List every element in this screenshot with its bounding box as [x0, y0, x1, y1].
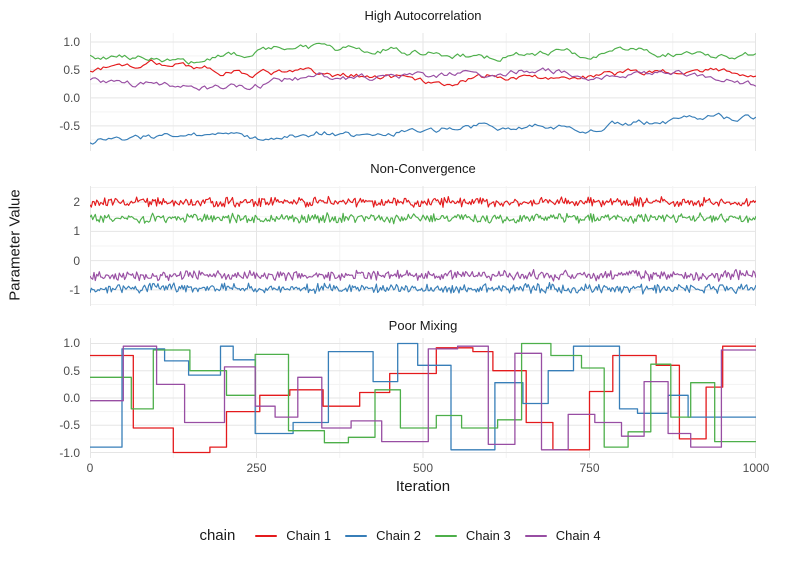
y-tick-label: 0.0	[63, 391, 80, 405]
legend-item-chain-1: Chain 1	[255, 528, 331, 543]
panel-non-convergence	[90, 186, 756, 306]
x-tick-label: 500	[412, 461, 434, 475]
legend: chain Chain 1 Chain 2 Chain 3 Chain 4	[0, 527, 800, 544]
trace-chain-2	[90, 282, 756, 295]
x-tick-label: 750	[579, 461, 600, 475]
y-tick-label: 0.5	[63, 363, 80, 378]
y-tick-label: 1	[73, 224, 80, 239]
legend-item-chain-2: Chain 2	[345, 528, 421, 543]
y-tick-label: -1	[69, 282, 80, 297]
legend-items: Chain 1 Chain 2 Chain 3 Chain 4	[255, 528, 601, 543]
x-tick-label: 1000	[742, 461, 770, 475]
x-tick-label: 250	[246, 461, 267, 475]
y-tick-label: -0.5	[59, 418, 80, 433]
legend-item-label: Chain 3	[465, 528, 511, 543]
legend-key-line-icon	[255, 534, 278, 537]
legend-item-chain-4: Chain 4	[524, 528, 601, 543]
trace-chain-4	[90, 268, 756, 282]
facet-title-high-autocorrelation: High Autocorrelation	[364, 8, 482, 23]
y-tick-label: 0.0	[63, 90, 80, 105]
y-tick-label: 0	[73, 253, 80, 268]
trace-chain-2	[90, 342, 756, 451]
facet-title-poor-mixing: Poor Mixing	[388, 318, 458, 333]
y-tick-label: 2	[73, 195, 80, 210]
legend-item-label: Chain 1	[286, 528, 332, 543]
y-tick-label: -1.0	[59, 445, 80, 460]
facet-title-non-convergence: Non-Convergence	[370, 161, 476, 176]
panel-poor-mixing	[90, 338, 756, 458]
trace-chain-4	[90, 67, 756, 91]
y-tick-label: 1.0	[63, 34, 80, 49]
y-tick-label: -0.5	[59, 118, 80, 133]
trace-chain-2	[90, 112, 756, 145]
legend-title: chain	[199, 527, 236, 544]
trace-chain-3	[90, 212, 756, 225]
legend-item-chain-3: Chain 3	[434, 528, 511, 543]
panel-high-autocorrelation	[90, 33, 756, 151]
y-tick-label: 1.0	[63, 336, 80, 351]
x-tick-label: 0	[86, 461, 94, 475]
legend-key-line-icon	[434, 534, 457, 537]
y-tick-label: 0.5	[63, 62, 80, 77]
x-axis-title: Iteration	[395, 478, 451, 495]
legend-key-line-icon	[524, 534, 547, 537]
trace-chain-1	[90, 345, 756, 454]
trace-chain-3	[90, 342, 756, 448]
trace-chain-1	[90, 195, 756, 208]
trace-chain-3	[90, 42, 756, 65]
trace-chain-1	[90, 59, 756, 87]
legend-key-line-icon	[345, 534, 368, 537]
trace-chain-4	[90, 345, 756, 451]
legend-item-label: Chain 4	[555, 528, 601, 543]
legend-item-label: Chain 2	[376, 528, 421, 543]
